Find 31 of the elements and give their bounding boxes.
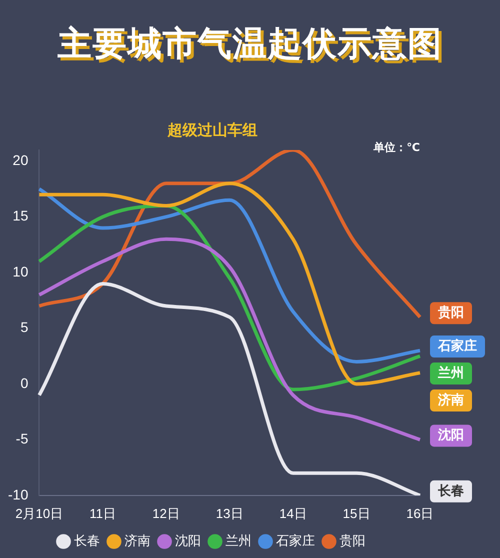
x-tick-label: 12日: [152, 506, 180, 521]
x-tick-label: 16日: [406, 506, 434, 521]
chart-subtitle: 超级过山车组: [166, 120, 258, 139]
legend-label: 沈阳: [175, 533, 201, 548]
annotation: 单位：℃: [372, 140, 420, 154]
y-tick-label: 5: [20, 319, 28, 336]
x-tick-label: 11日: [89, 506, 116, 521]
y-tick-label: 15: [12, 208, 28, 224]
x-tick-label: 14日: [279, 506, 307, 521]
text: 长春: [438, 484, 464, 499]
text: 济南: [438, 392, 464, 408]
legend-label: 长春: [74, 533, 100, 548]
line-series: [37, 282, 422, 496]
legend-label: 石家庄: [276, 533, 315, 548]
text: 石家庄: [438, 338, 477, 354]
y-tick-label: 10: [12, 263, 28, 280]
legend-label: 济南: [124, 533, 150, 548]
chart-title: 主要城市气温起伏示意图: [56, 23, 444, 66]
legend-label: 兰州: [226, 533, 252, 548]
y-tick-label: 20: [12, 152, 28, 168]
y-tick-label: -5: [16, 430, 28, 447]
x-tick-label: 15日: [342, 506, 370, 521]
x-tick-label: 13日: [216, 506, 244, 521]
line-series: [37, 237, 422, 442]
legend-label: 贵阳: [340, 533, 366, 548]
text: 兰州: [438, 366, 464, 381]
text: 沈阳: [438, 428, 464, 444]
x-tick-label: 2月10日: [15, 506, 64, 521]
y-tick-label: 0: [20, 374, 28, 391]
y-tick-label: -10: [8, 486, 28, 502]
text: 贵阳: [438, 306, 464, 321]
